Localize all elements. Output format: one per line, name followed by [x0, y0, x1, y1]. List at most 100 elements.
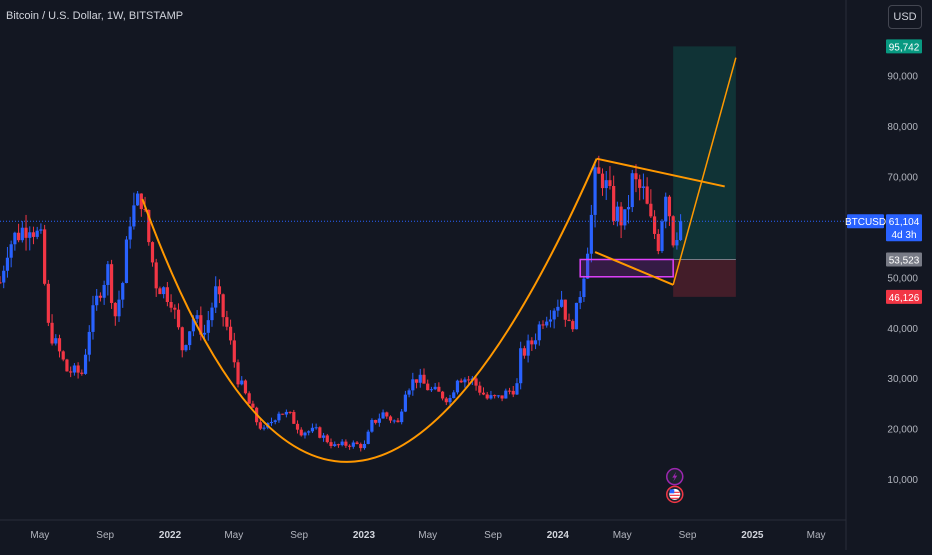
flag-lower-line	[594, 251, 674, 286]
last-price-value: 61,104	[889, 217, 920, 228]
x-tick-label: May	[418, 530, 437, 541]
candle	[612, 185, 616, 221]
candle	[381, 412, 385, 419]
candle	[355, 442, 359, 445]
x-tick-label: 2025	[741, 530, 764, 541]
candle	[117, 299, 121, 317]
candle	[154, 262, 158, 289]
candle	[400, 411, 404, 423]
candle	[493, 395, 497, 397]
bar-countdown: 4d 3h	[891, 230, 916, 241]
flag-upper-line	[596, 157, 725, 188]
candle	[258, 422, 262, 429]
x-tick-label: Sep	[290, 530, 308, 541]
candle	[429, 389, 434, 391]
candle	[556, 306, 560, 311]
candle	[385, 412, 389, 417]
candle	[366, 431, 370, 444]
candle	[519, 348, 523, 384]
candle	[507, 390, 512, 392]
candle	[444, 398, 448, 403]
candle	[173, 307, 177, 310]
candle	[162, 287, 166, 295]
price-label-bg	[886, 39, 922, 54]
candle	[396, 420, 400, 423]
candle	[437, 386, 441, 392]
flag-canton	[669, 489, 675, 494]
candle	[13, 232, 17, 245]
candle	[210, 307, 214, 321]
candle	[39, 229, 43, 231]
x-tick-label: 2024	[547, 530, 570, 541]
candle	[623, 209, 627, 226]
price-label-bg	[886, 252, 922, 267]
candle	[459, 380, 463, 383]
candle	[191, 318, 195, 332]
candle	[675, 240, 679, 246]
candle	[199, 315, 203, 335]
y-tick-label: 80,000	[887, 122, 918, 133]
x-tick-label: 2023	[353, 530, 376, 541]
candle	[500, 395, 504, 399]
candle	[545, 321, 549, 326]
x-tick-label: May	[807, 530, 826, 541]
candle	[124, 239, 129, 284]
candle	[533, 340, 538, 345]
candle	[615, 206, 619, 221]
currency-button[interactable]: USD	[888, 5, 922, 29]
candle	[414, 379, 419, 383]
candle	[344, 441, 348, 446]
candle	[418, 374, 422, 383]
price-label-text: 53,523	[889, 256, 920, 267]
candle	[634, 173, 638, 180]
candle	[232, 340, 236, 363]
candle	[136, 193, 140, 206]
candle	[214, 286, 218, 308]
candle	[269, 421, 274, 424]
candle	[95, 295, 99, 306]
price-label-entry: 53,523	[886, 252, 922, 267]
y-tick-label: 50,000	[887, 273, 918, 284]
candle	[251, 403, 255, 408]
candle	[284, 411, 288, 415]
candle	[641, 186, 646, 188]
lightning-icon	[666, 467, 684, 486]
x-tick-label: May	[30, 530, 49, 541]
candle	[582, 278, 586, 298]
candle	[578, 297, 582, 303]
candle	[236, 362, 240, 385]
candle	[455, 380, 460, 393]
candle	[392, 420, 396, 422]
candle	[150, 242, 155, 263]
candle	[91, 305, 95, 332]
y-tick-label: 30,000	[887, 374, 918, 385]
candle	[109, 264, 114, 303]
candle	[593, 167, 597, 215]
candle	[206, 320, 210, 333]
candle	[31, 232, 36, 237]
candle	[169, 301, 173, 308]
candle	[54, 338, 58, 344]
candle	[359, 444, 363, 449]
candle	[2, 270, 6, 283]
candle	[262, 427, 266, 429]
candle	[295, 423, 300, 430]
candle	[65, 359, 69, 372]
candle	[388, 416, 393, 421]
candle	[202, 332, 207, 335]
candle	[46, 283, 50, 323]
candle	[143, 209, 147, 211]
y-tick-label: 10,000	[887, 475, 918, 486]
candle	[433, 386, 437, 390]
candle	[660, 221, 664, 252]
candle	[671, 216, 675, 246]
candle	[221, 294, 225, 318]
candle	[158, 288, 162, 295]
x-tick-label: Sep	[96, 530, 114, 541]
candle	[411, 379, 415, 391]
candle	[511, 390, 515, 395]
candle	[217, 286, 222, 295]
candle	[147, 209, 151, 243]
